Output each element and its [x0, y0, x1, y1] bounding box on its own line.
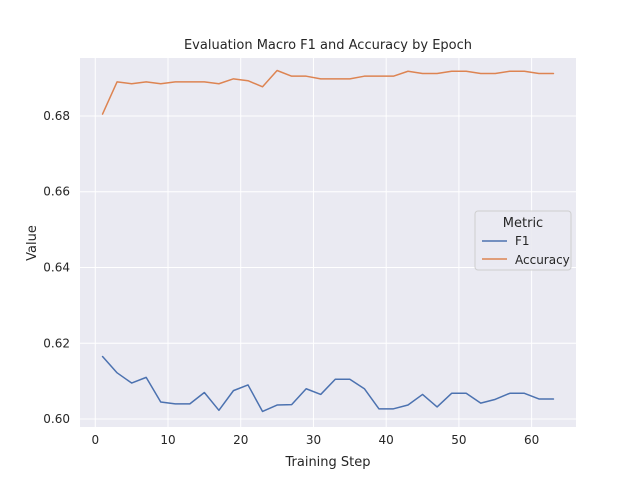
series-layer	[101, 69, 555, 413]
x-tick-label: 60	[524, 433, 539, 447]
x-tick-label: 0	[91, 433, 99, 447]
x-axis-label: Training Step	[284, 455, 370, 470]
x-tick-label: 40	[379, 433, 394, 447]
chart-title: Evaluation Macro F1 and Accuracy by Epoc…	[184, 38, 472, 53]
series-line-accuracy	[101, 69, 555, 115]
y-tick-label: 0.62	[43, 336, 70, 350]
x-tick-label: 20	[233, 433, 248, 447]
legend-label-accuracy: Accuracy	[515, 253, 570, 267]
legend-label-f1: F1	[515, 234, 530, 248]
y-tick-label: 0.66	[43, 185, 70, 199]
y-axis-label: Value	[25, 225, 40, 261]
y-tick-label: 0.68	[43, 109, 70, 123]
y-tick-label: 0.64	[43, 261, 70, 275]
legend: Metric F1 Accuracy	[474, 210, 572, 271]
legend-title: Metric	[503, 216, 543, 231]
x-tick-label: 10	[160, 433, 175, 447]
x-tick-label: 30	[306, 433, 321, 447]
x-tick-label: 50	[451, 433, 466, 447]
x-tick-labels: 0 10 20 30 40 50 60	[91, 433, 539, 447]
y-tick-labels: 0.60 0.62 0.64 0.66 0.68	[43, 109, 70, 426]
series-line-f1	[101, 355, 555, 413]
legend-box	[474, 210, 572, 271]
y-tick-label: 0.60	[43, 412, 70, 426]
